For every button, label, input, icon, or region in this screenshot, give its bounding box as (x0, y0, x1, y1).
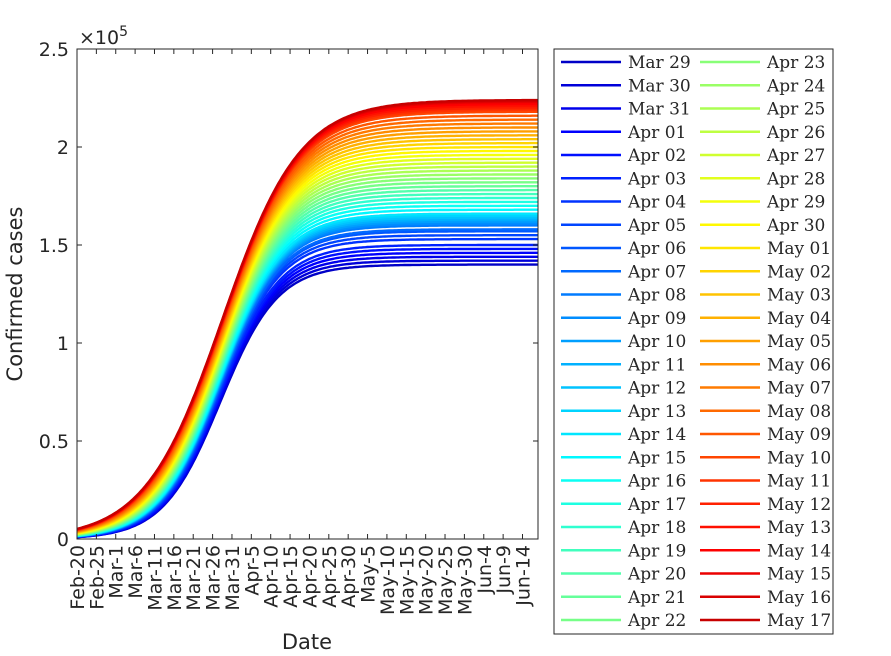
legend-entry-label: May 10 (767, 448, 831, 468)
legend-entry-label: Apr 09 (627, 309, 686, 329)
y-exponent-label: ×105 (79, 24, 128, 49)
legend-entry-label: Apr 20 (627, 565, 686, 585)
legend-entry-label: May 01 (767, 239, 831, 259)
legend-entry-label: May 08 (767, 402, 831, 422)
x-tick-label: Jun-9 (493, 545, 515, 595)
legend-entry-label: Apr 24 (766, 76, 825, 96)
legend-entry-label: May 16 (767, 588, 831, 608)
legend-entry-label: Apr 21 (627, 588, 686, 608)
legend-entry-label: Apr 07 (627, 262, 686, 282)
legend-entry-label: Mar 30 (628, 76, 691, 96)
x-tick-label: Mar-6 (125, 545, 147, 599)
x-tick-label: Feb-20 (67, 545, 89, 610)
legend-entry-label: Apr 01 (627, 123, 686, 143)
legend-entry-label: Apr 06 (627, 239, 686, 259)
x-tick-label: Mar-11 (144, 545, 166, 611)
legend-entry-label: Apr 23 (766, 53, 825, 73)
legend-entry-label: May 11 (767, 472, 831, 492)
legend-entry-label: May 04 (767, 309, 831, 329)
x-tick-label: Apr-5 (241, 545, 263, 596)
y-tick-label: 1 (57, 333, 69, 355)
legend-entry-label: Mar 31 (628, 100, 691, 120)
series-lines (76, 98, 539, 539)
y-tick-label: 0.5 (39, 431, 69, 453)
legend-entry-label: Apr 19 (627, 541, 686, 561)
legend-entry-label: Apr 08 (627, 286, 686, 306)
x-tick-label: Apr-15 (280, 545, 302, 608)
x-tick-label: Apr-25 (319, 545, 341, 608)
legend-entry-label: May 17 (767, 611, 831, 631)
legend-entry-label: May 07 (767, 379, 831, 399)
x-tick-label: May-5 (358, 545, 380, 603)
legend-entry-label: Apr 22 (627, 611, 686, 631)
x-tick-label: Jun-14 (513, 545, 535, 607)
y-tick-label: 0 (57, 529, 69, 551)
y-tick-label: 2.5 (39, 39, 69, 61)
x-tick-label: Mar-1 (106, 545, 128, 599)
legend-entry-label: Apr 13 (627, 402, 686, 422)
legend-entry-label: Apr 28 (766, 169, 825, 189)
plot-background (77, 49, 538, 539)
legend-entry-label: May 15 (767, 565, 831, 585)
legend-entry-label: May 14 (767, 541, 831, 561)
x-tick-label: May-20 (416, 545, 438, 615)
y-tick-label: 1.5 (39, 235, 69, 257)
y-axis-ticks: 0 0.5 1 1.5 2 2.5 (39, 39, 538, 551)
legend: Mar 29 Mar 30 Mar 31 Apr 01 Apr 02 Apr 03 Apr … (553, 48, 834, 635)
x-tick-label: Apr-20 (299, 545, 321, 608)
x-tick-label: Apr-30 (338, 545, 360, 608)
y-tick-label: 2 (57, 137, 69, 159)
x-tick-label: Jun-4 (474, 545, 496, 595)
x-axis-label: Date (282, 630, 332, 654)
legend-entry-label: May 09 (767, 425, 831, 445)
legend-entry-label: Apr 30 (766, 216, 825, 236)
legend-entry-label: Apr 17 (627, 495, 686, 515)
legend-entry-label: May 13 (767, 518, 831, 538)
legend-entry-label: May 06 (767, 355, 831, 375)
legend-entry-label: Apr 05 (627, 216, 686, 236)
legend-entry-label: Apr 29 (766, 193, 825, 213)
series-line (76, 98, 538, 531)
x-tick-label: May-15 (396, 545, 418, 615)
x-tick-label: Mar-26 (203, 545, 225, 611)
legend-entry-label: Apr 12 (627, 379, 686, 399)
x-tick-label: Feb-25 (86, 545, 108, 610)
y-axis-label: Confirmed cases (3, 207, 27, 382)
legend-entry-label: Apr 26 (766, 123, 825, 143)
legend-entry-label: Apr 27 (766, 146, 825, 166)
legend-entry-label: May 03 (767, 286, 831, 306)
plot-frame (76, 48, 539, 540)
x-tick-label: May-25 (435, 545, 457, 615)
legend-entry-label: Apr 16 (627, 472, 686, 492)
legend-entry-label: Apr 18 (627, 518, 686, 538)
x-tick-label: Mar-16 (164, 545, 186, 611)
legend-entry-label: Mar 29 (628, 53, 691, 73)
legend-entry-label: May 05 (767, 332, 831, 352)
legend-entry-label: Apr 03 (627, 169, 686, 189)
x-tick-label: Apr-10 (261, 545, 283, 608)
legend-entry-label: May 02 (767, 262, 831, 282)
x-tick-label: Mar-21 (183, 545, 205, 611)
x-tick-label: May-30 (454, 545, 476, 615)
legend-entry-label: Apr 15 (627, 448, 686, 468)
x-tick-label: May-10 (377, 545, 399, 615)
legend-entry-label: Apr 02 (627, 146, 686, 166)
legend-entry-label: May 12 (767, 495, 831, 515)
legend-entry-label: Apr 04 (627, 193, 686, 213)
legend-entry-label: Apr 14 (627, 425, 686, 445)
x-axis-ticks: Feb-20Feb-25Mar-1Mar-6Mar-11Mar-16Mar-21… (67, 49, 535, 615)
x-tick-label: Mar-31 (222, 545, 244, 611)
legend-entry-label: Apr 10 (627, 332, 686, 352)
legend-entry-label: Apr 11 (627, 355, 686, 375)
legend-entry-label: Apr 25 (766, 100, 825, 120)
